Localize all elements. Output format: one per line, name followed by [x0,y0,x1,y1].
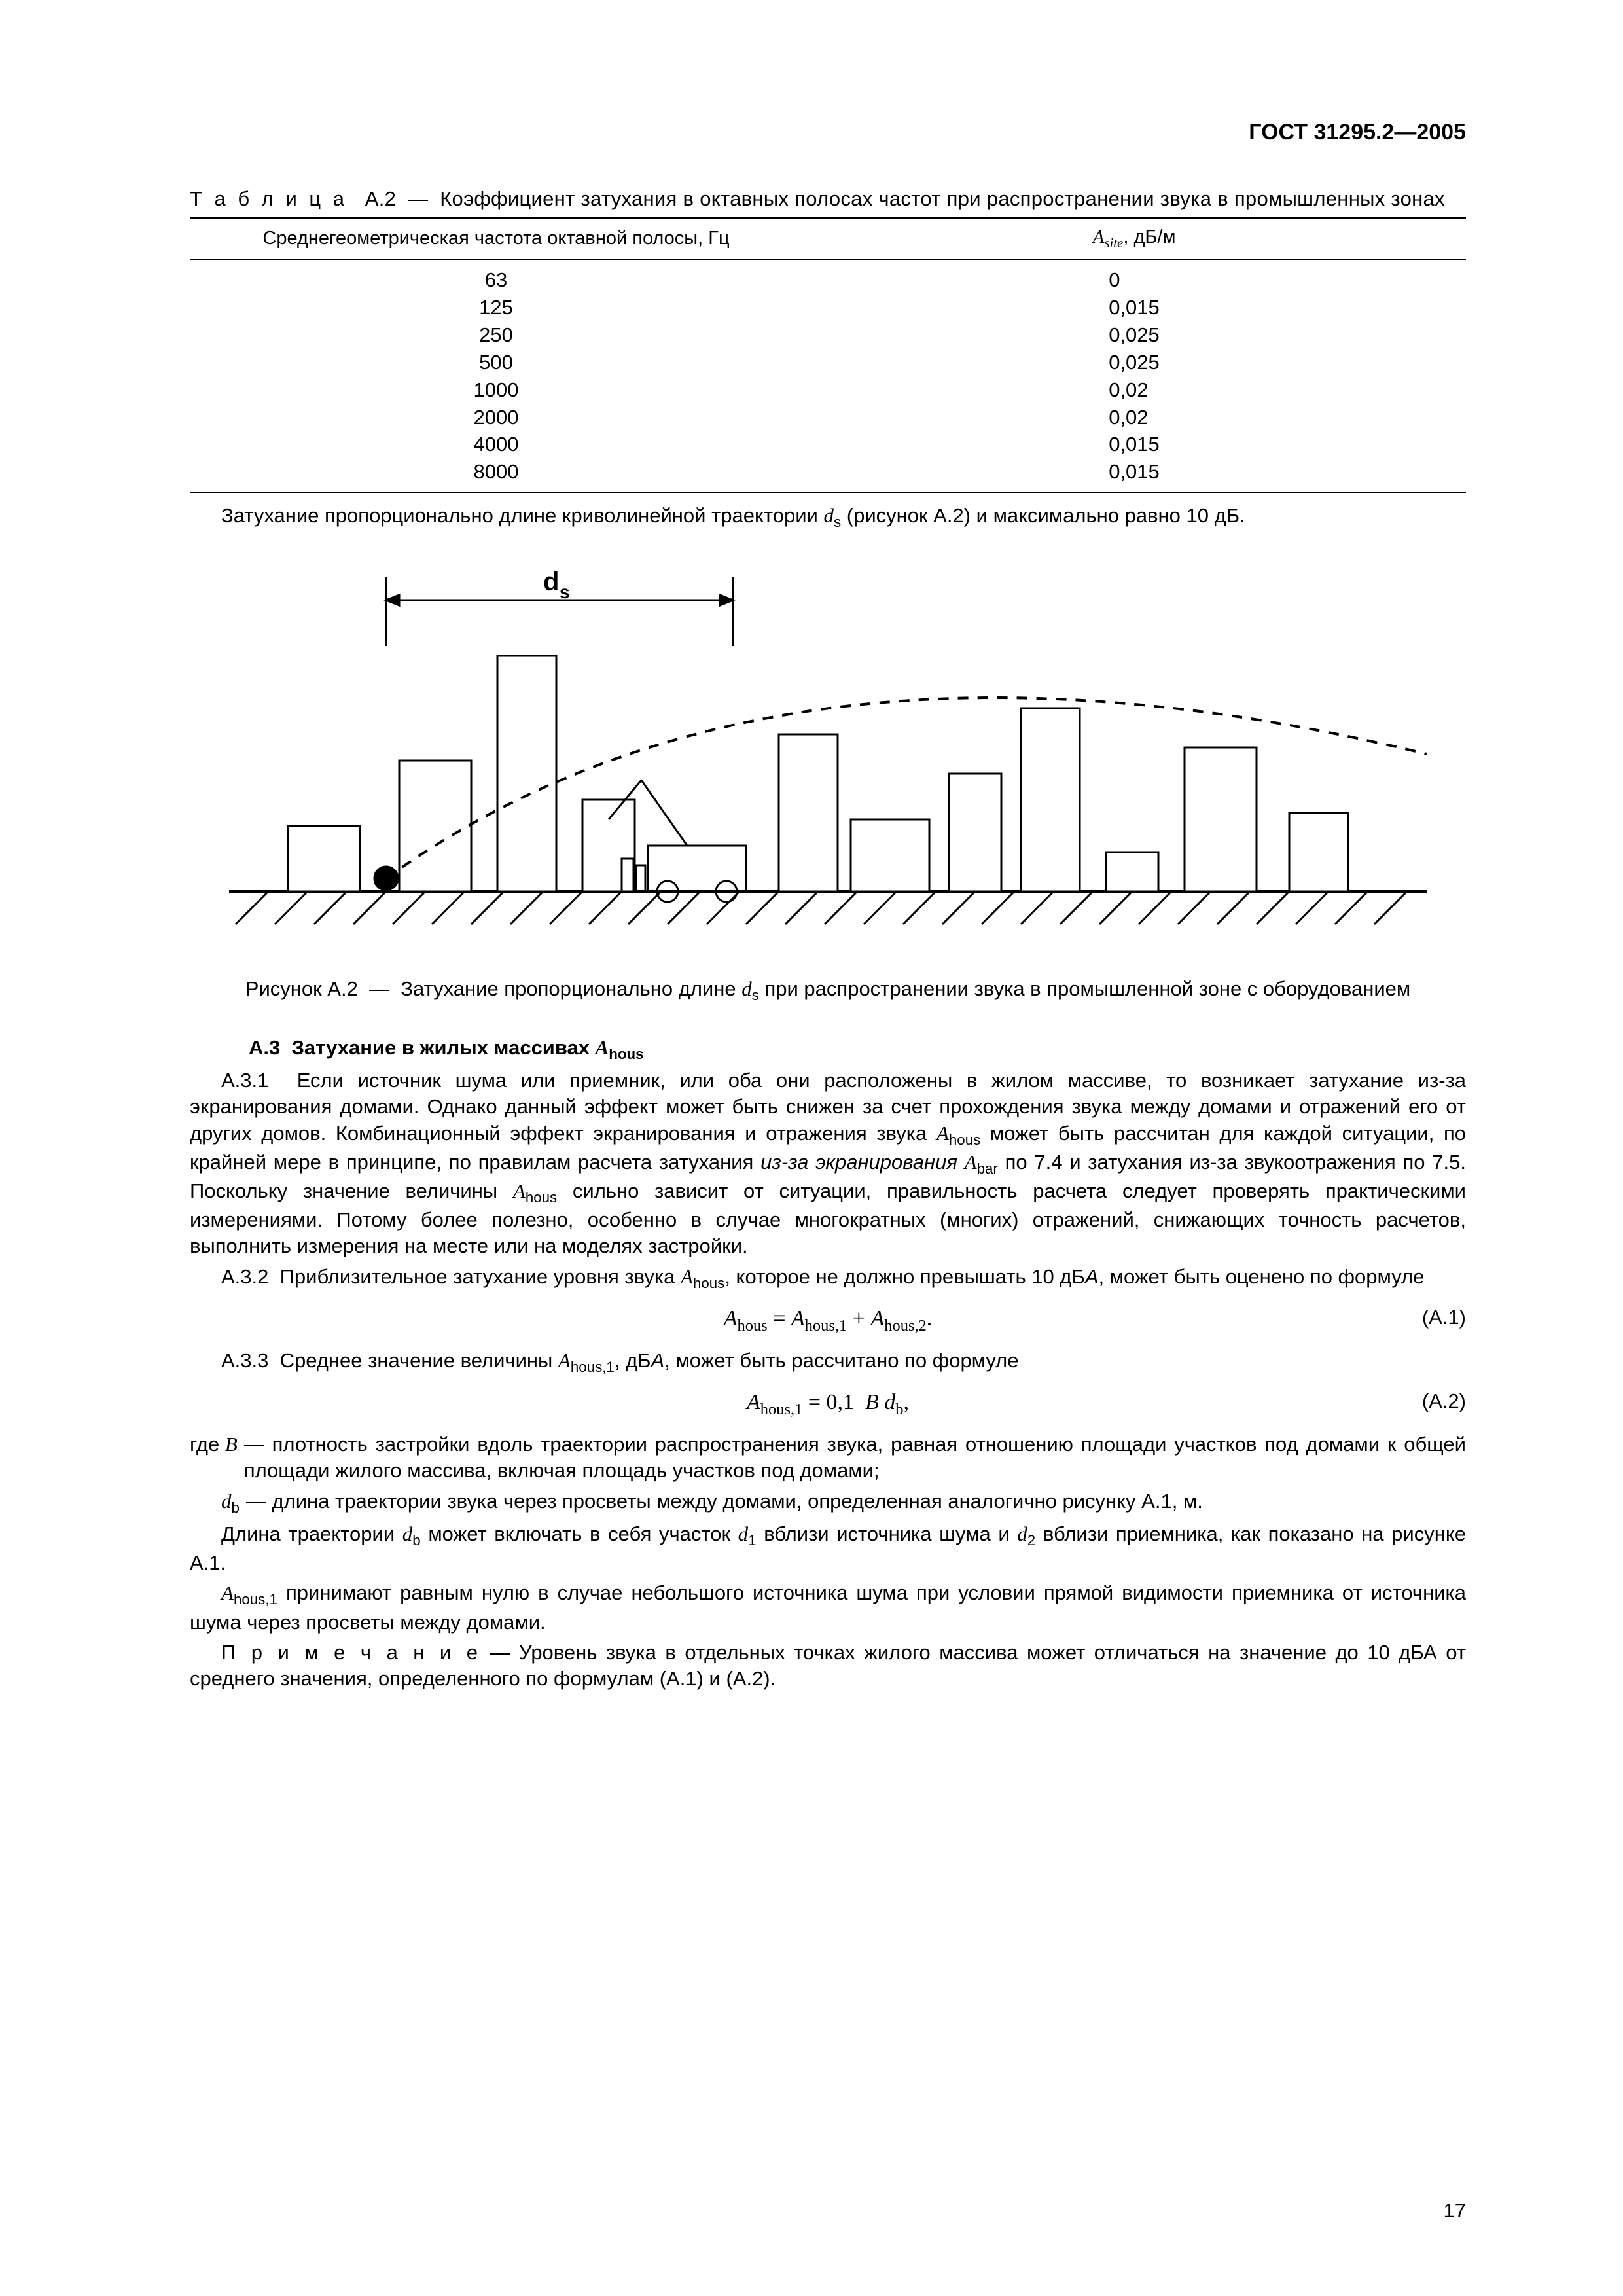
para-a32: А.3.2 Приблизительное затухание уровня з… [190,1264,1466,1293]
equation-a1: Ahous = Ahous,1 + Ahous,2. (А.1) [190,1304,1466,1336]
caption-number [353,187,365,210]
para-db-length: Длина траектории db может включать в себ… [190,1521,1466,1576]
note: П р и м е ч а н и е — Уровень звука в от… [190,1640,1466,1693]
para-a33: А.3.3 Среднее значение величины Ahous,1,… [190,1348,1466,1376]
def-db: db — длина траектории звука через просве… [221,1488,1466,1517]
svg-text:s: s [560,582,570,602]
svg-text:d: d [543,567,559,596]
def-B: где B — плотность застройки вдоль траект… [190,1431,1466,1484]
equation-a1-num: (А.1) [1422,1304,1466,1331]
page-number: 17 [1444,2198,1466,2224]
para-a31: А.3.1 Если источник шума или приемник, и… [190,1067,1466,1260]
table-a2-freq-cell: 63 125 250 500 1000 2000 4000 8000 [190,259,802,493]
caption-dash [402,187,408,210]
after-table-text: Затухание пропорционально длине криволин… [190,503,1466,531]
table-a2-caption: Т а б л и ц а А.2 — Коэффициент затухани… [190,186,1466,212]
caption-text: Коэффициент затухания в октавных полосах… [440,187,1445,210]
figure-a2: d s [190,538,1466,963]
doc-id: ГОСТ 31295.2—2005 [190,118,1466,147]
table-a2-col1-header: Среднегеометрическая частота октавной по… [190,218,802,259]
equation-a2: Ahous,1 = 0,1 B db, (А.2) [190,1388,1466,1420]
para-ahous1-zero: Ahous,1 принимают равным нулю в случае н… [190,1580,1466,1635]
table-a2-val-cell: 0 0,015 0,025 0,025 0,02 0,02 0,015 0,01… [802,259,1466,493]
figure-a2-caption: Рисунок А.2 — Затухание пропорционально … [190,976,1466,1005]
section-a3-heading: А.3 Затухание в жилых массивах Ahous [190,1035,1466,1064]
table-a2-col2-header: Asite, дБ/м [802,218,1466,259]
table-a2: Среднегеометрическая частота октавной по… [190,217,1466,493]
caption-word-table: Т а б л и ц а [190,187,348,210]
equation-a2-num: (А.2) [1422,1388,1466,1414]
